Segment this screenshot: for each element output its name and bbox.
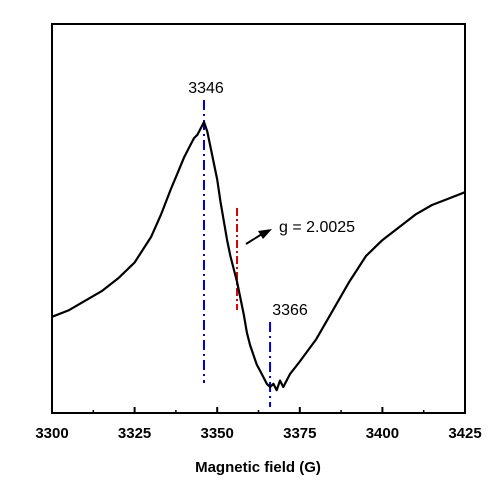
x-tick-label-3375: 3375 bbox=[283, 425, 316, 442]
x-tick-label-3300: 3300 bbox=[35, 425, 68, 442]
x-tick-label-3400: 3400 bbox=[366, 425, 399, 442]
plot-frame bbox=[51, 23, 466, 414]
peak-label-3346: 3346 bbox=[188, 80, 224, 97]
spectrum-line bbox=[51, 120, 466, 392]
marker-lines bbox=[202, 100, 272, 407]
trough-label-3366: 3366 bbox=[272, 302, 308, 319]
g-value-arrow bbox=[245, 229, 272, 245]
x-axis-ticks: 3300 3325 3350 3375 3400 3425 bbox=[35, 407, 482, 442]
x-axis-title: Magnetic field (G) bbox=[195, 459, 321, 476]
g-value-annotation: g = 2.0025 bbox=[279, 219, 355, 236]
x-tick-label-3325: 3325 bbox=[118, 425, 151, 442]
x-tick-label-3425: 3425 bbox=[448, 425, 481, 442]
x-tick-label-3350: 3350 bbox=[201, 425, 234, 442]
